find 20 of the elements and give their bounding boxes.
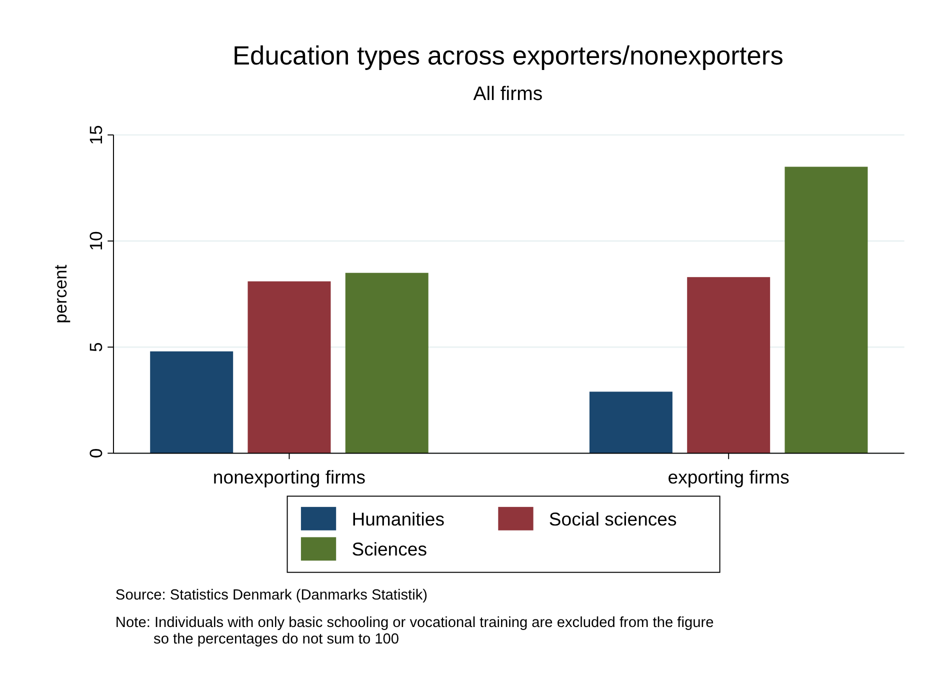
chart-subtitle: All firms — [473, 82, 543, 105]
legend-label: Social sciences — [548, 508, 677, 530]
y-tick-label: 15 — [86, 124, 106, 145]
bar — [345, 272, 428, 454]
bar — [687, 277, 770, 454]
y-tick-label: 10 — [86, 231, 106, 251]
bar — [589, 392, 672, 454]
x-tick-label: nonexporting firms — [212, 466, 366, 488]
y-tick-label: 0 — [86, 448, 106, 458]
bar — [784, 166, 868, 454]
text: Note: Individuals with only basic schooling or vocational training are excluded from the figure so the percentages do not sum to 100 — [115, 615, 714, 648]
chart-title: Education types across exporters/nonexporters — [232, 40, 784, 71]
x-tick-label: exporting firms — [668, 466, 790, 488]
bar — [150, 351, 234, 454]
legend-label: Humanities — [352, 508, 444, 530]
y-axis-title: percent — [50, 264, 71, 324]
source-note: Source: Statistics Denmark (Danmarks Statistik) — [115, 588, 428, 604]
bar — [248, 281, 331, 454]
y-tick-label: 5 — [86, 342, 106, 352]
legend-label: Sciences — [352, 538, 427, 560]
